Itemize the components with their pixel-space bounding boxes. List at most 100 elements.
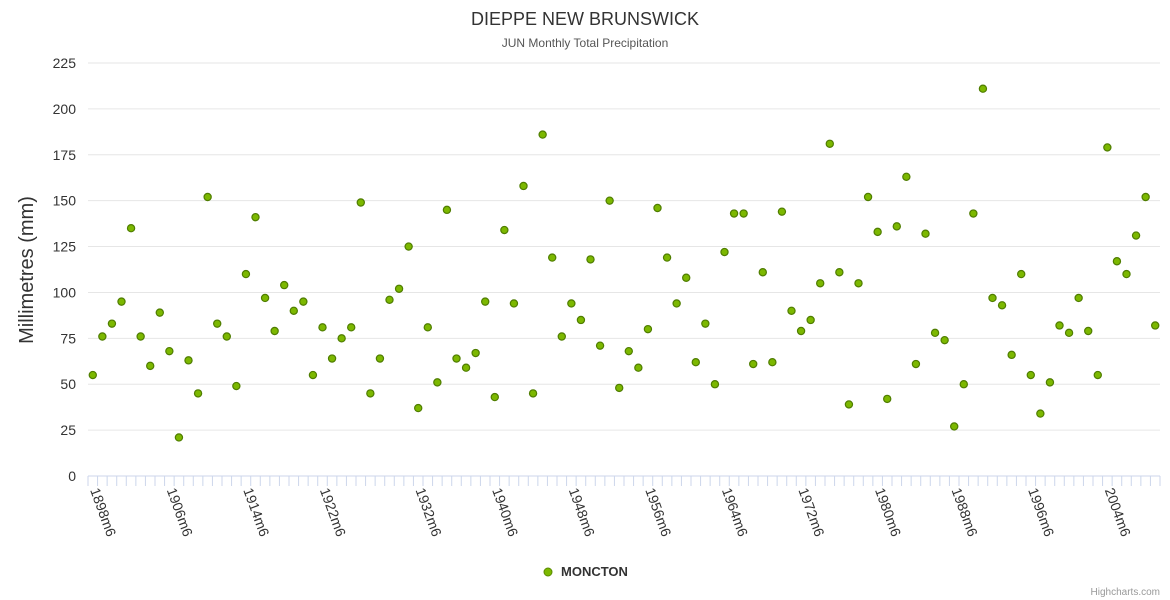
data-point[interactable]: [567, 299, 576, 308]
data-point[interactable]: [691, 357, 700, 367]
data-point[interactable]: [1112, 257, 1122, 266]
data-point[interactable]: [126, 223, 136, 233]
data-point[interactable]: [270, 326, 279, 336]
data-point[interactable]: [433, 378, 442, 387]
data-point[interactable]: [892, 222, 901, 231]
data-point[interactable]: [404, 242, 413, 251]
data-point[interactable]: [1141, 192, 1150, 202]
data-point[interactable]: [1074, 293, 1083, 303]
data-point[interactable]: [1017, 269, 1026, 279]
data-point[interactable]: [959, 380, 968, 389]
data-point[interactable]: [643, 324, 653, 334]
data-point[interactable]: [1122, 269, 1131, 279]
data-point[interactable]: [548, 253, 557, 262]
data-point[interactable]: [806, 315, 815, 325]
data-point[interactable]: [1026, 370, 1035, 380]
legend-marker[interactable]: [543, 567, 553, 577]
data-point[interactable]: [710, 380, 720, 389]
data-point[interactable]: [978, 84, 988, 93]
data-point[interactable]: [768, 357, 777, 367]
data-point[interactable]: [318, 323, 327, 332]
data-point[interactable]: [682, 273, 691, 282]
data-point[interactable]: [1036, 409, 1045, 418]
data-point[interactable]: [213, 319, 222, 328]
data-point[interactable]: [653, 203, 662, 213]
data-point[interactable]: [203, 192, 212, 202]
data-point[interactable]: [165, 346, 174, 356]
data-point[interactable]: [940, 335, 949, 345]
data-point[interactable]: [605, 196, 614, 205]
data-point[interactable]: [672, 299, 681, 308]
data-point[interactable]: [356, 198, 365, 207]
data-point[interactable]: [615, 383, 624, 393]
data-point[interactable]: [844, 400, 854, 409]
data-point[interactable]: [500, 225, 509, 235]
data-point[interactable]: [471, 348, 480, 358]
data-point[interactable]: [576, 315, 586, 325]
data-point[interactable]: [481, 297, 490, 306]
data-point[interactable]: [490, 392, 499, 402]
data-point[interactable]: [98, 332, 107, 341]
data-point[interactable]: [902, 172, 911, 182]
data-point[interactable]: [117, 297, 126, 306]
data-point[interactable]: [854, 279, 863, 288]
data-point[interactable]: [835, 268, 844, 277]
data-point[interactable]: [347, 323, 356, 332]
data-point[interactable]: [509, 299, 519, 308]
data-point[interactable]: [662, 253, 672, 262]
data-point[interactable]: [107, 319, 117, 328]
data-point[interactable]: [796, 326, 806, 336]
data-point[interactable]: [883, 394, 892, 404]
data-point[interactable]: [423, 323, 432, 332]
data-point[interactable]: [720, 247, 729, 257]
data-point[interactable]: [136, 332, 145, 341]
data-point[interactable]: [729, 209, 739, 218]
data-point[interactable]: [528, 389, 538, 398]
data-point[interactable]: [749, 359, 758, 369]
data-point[interactable]: [184, 356, 193, 365]
data-point[interactable]: [519, 181, 528, 191]
data-point[interactable]: [1084, 326, 1093, 336]
data-point[interactable]: [1007, 350, 1016, 360]
data-point[interactable]: [260, 293, 270, 303]
data-point[interactable]: [174, 433, 184, 442]
data-point[interactable]: [375, 354, 385, 363]
data-point[interactable]: [222, 332, 231, 341]
data-point[interactable]: [863, 192, 873, 202]
data-point[interactable]: [280, 280, 289, 290]
data-point[interactable]: [299, 297, 308, 306]
data-point[interactable]: [787, 306, 796, 315]
data-point[interactable]: [921, 229, 930, 238]
data-point[interactable]: [146, 361, 155, 371]
data-point[interactable]: [1045, 378, 1055, 387]
data-point[interactable]: [241, 269, 251, 279]
data-point[interactable]: [1103, 143, 1112, 152]
data-point[interactable]: [385, 295, 394, 304]
data-point[interactable]: [557, 332, 566, 341]
legend-label-moncton[interactable]: MONCTON: [561, 564, 628, 579]
data-point[interactable]: [308, 370, 318, 380]
data-point[interactable]: [1151, 321, 1160, 330]
data-point[interactable]: [394, 284, 404, 293]
data-point[interactable]: [816, 279, 825, 288]
data-point[interactable]: [1093, 370, 1102, 380]
data-point[interactable]: [624, 346, 633, 356]
data-point[interactable]: [327, 354, 337, 363]
data-point[interactable]: [988, 293, 997, 303]
data-point[interactable]: [911, 359, 921, 369]
data-point[interactable]: [251, 212, 260, 222]
data-point[interactable]: [997, 301, 1007, 310]
data-point[interactable]: [155, 308, 164, 317]
data-point[interactable]: [337, 334, 346, 343]
data-point[interactable]: [825, 139, 834, 148]
data-point[interactable]: [930, 328, 940, 338]
data-point[interactable]: [414, 403, 423, 413]
data-point[interactable]: [88, 370, 97, 380]
data-point[interactable]: [777, 207, 787, 216]
credits-link[interactable]: Highcharts.com: [1091, 587, 1160, 598]
data-point[interactable]: [586, 255, 595, 264]
data-point[interactable]: [452, 354, 461, 363]
data-point[interactable]: [232, 381, 241, 391]
data-point[interactable]: [193, 389, 203, 398]
legend[interactable]: MONCTON: [543, 564, 628, 579]
